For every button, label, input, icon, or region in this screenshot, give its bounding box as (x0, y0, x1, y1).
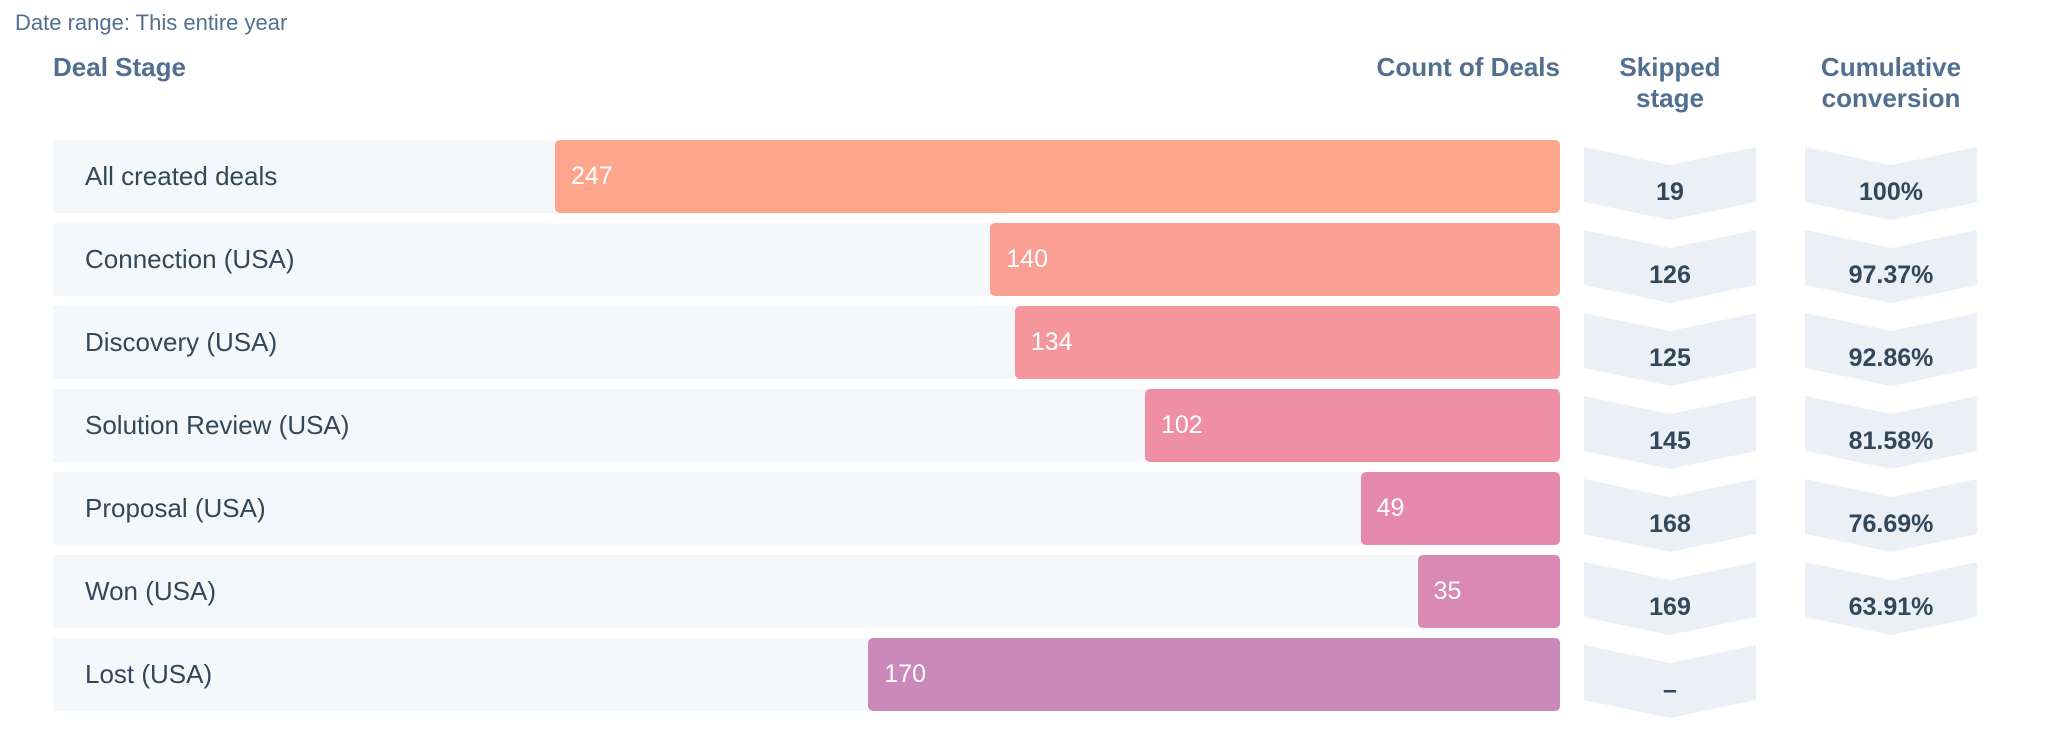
stage-label: Discovery (USA) (85, 327, 278, 357)
cumulative-conversion-cell-value: 63.91% (1848, 593, 1934, 621)
header-cumulative-conversion: Cumulative conversion (1780, 52, 2002, 114)
count-bar[interactable] (1360, 472, 1560, 545)
funnel-row: Lost (USA) 170 (53, 638, 1560, 711)
header-cumulative-line1: Cumulative (1820, 52, 1962, 82)
cumulative-conversion-cell: 76.69% (1805, 479, 1977, 552)
cumulative-conversion-cell-value: 92.86% (1848, 344, 1934, 372)
cumulative-conversion-cell-value: 97.37% (1848, 261, 1934, 289)
count-value: 35 (1433, 577, 1462, 605)
funnel-row: Solution Review (USA) 102 (53, 389, 1560, 462)
skipped-stage-cell-value: 168 (1649, 510, 1691, 538)
skipped-stage-cell: 19 (1584, 147, 1756, 220)
funnel-row: Proposal (USA) 49 (53, 472, 1560, 545)
funnel-row: Connection (USA) 140 (53, 223, 1560, 296)
skipped-stage-cell-value: 125 (1649, 344, 1691, 372)
cumulative-conversion-cell-value: 100% (1859, 178, 1923, 206)
skipped-stage-cell: 169 (1584, 562, 1756, 635)
funnel-row: Won (USA) 35 (53, 555, 1560, 628)
count-bar[interactable] (868, 638, 1560, 711)
skipped-stage-cell: – (1584, 645, 1756, 718)
skipped-stage-cell-value: 145 (1649, 427, 1691, 455)
stage-label: All created deals (85, 161, 278, 191)
cumulative-conversion-cell: 92.86% (1805, 313, 1977, 386)
cumulative-conversion-cell: 100% (1805, 147, 1977, 220)
skipped-stage-cell: 145 (1584, 396, 1756, 469)
skipped-stage-cell-value: 169 (1649, 593, 1691, 621)
count-value: 102 (1160, 411, 1203, 439)
funnel-row: Discovery (USA) 134 (53, 306, 1560, 379)
stage-label: Lost (USA) (85, 659, 213, 689)
header-skipped-line2: stage (1636, 83, 1704, 113)
count-bar[interactable] (990, 223, 1560, 296)
cumulative-conversion-cell-value: 76.69% (1848, 510, 1934, 538)
stage-label: Won (USA) (85, 576, 216, 606)
header-deal-stage: Deal Stage (53, 52, 186, 82)
count-bar[interactable] (555, 140, 1560, 213)
funnel-row: All created deals 247 (53, 140, 1560, 213)
cumulative-conversion-cell-value: 81.58% (1848, 427, 1934, 455)
header-skipped-line1: Skipped (1619, 52, 1721, 82)
header-skipped-stage: Skipped stage (1584, 52, 1756, 114)
cumulative-conversion-cell: 63.91% (1805, 562, 1977, 635)
date-range: Date range: This entire year (15, 10, 288, 35)
stage-label: Proposal (USA) (85, 493, 266, 523)
count-value: 134 (1030, 328, 1073, 356)
skipped-stage-cell: 126 (1584, 230, 1756, 303)
skipped-stage-cell-value: 19 (1656, 178, 1684, 206)
header-cumulative-line2: conversion (1821, 83, 1961, 113)
cumulative-conversion-cell: 81.58% (1805, 396, 1977, 469)
skipped-stage-cell-value: 126 (1649, 261, 1691, 289)
skipped-stage-cell: 168 (1584, 479, 1756, 552)
header-count-of-deals: Count of Deals (1376, 52, 1560, 82)
cumulative-conversion-cell: 97.37% (1805, 230, 1977, 303)
count-bar[interactable] (1014, 306, 1560, 379)
count-bar[interactable] (1144, 389, 1560, 462)
count-bar[interactable] (1417, 555, 1560, 628)
skipped-stage-cell-value: – (1663, 676, 1677, 704)
skipped-stage-cell: 125 (1584, 313, 1756, 386)
stage-label: Solution Review (USA) (85, 410, 350, 440)
count-value: 140 (1006, 245, 1049, 273)
count-value: 247 (571, 162, 613, 190)
count-value: 170 (884, 660, 927, 688)
stage-label: Connection (USA) (85, 244, 295, 274)
count-value: 49 (1376, 494, 1405, 522)
